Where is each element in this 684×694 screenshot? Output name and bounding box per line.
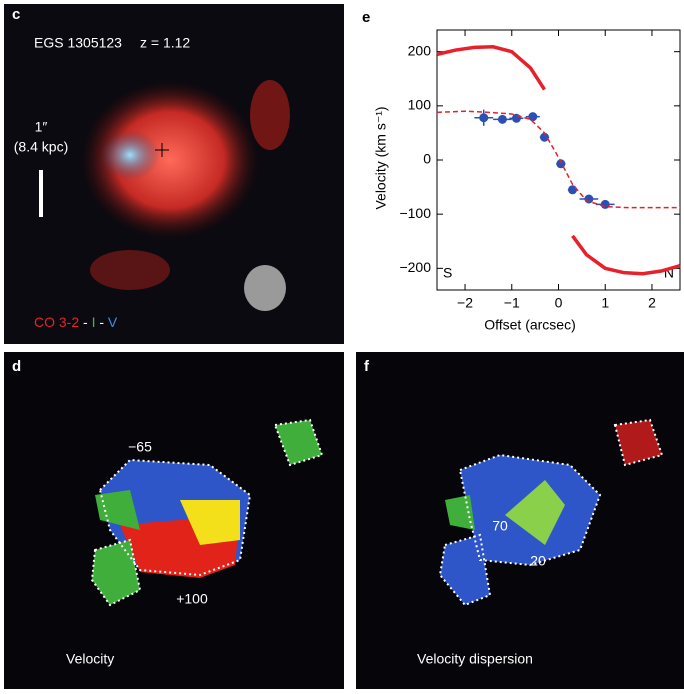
panel-label: Velocity dispersion	[417, 651, 533, 667]
y-tick-label: 0	[423, 151, 431, 167]
panel-letter: e	[362, 9, 370, 26]
x-tick-label: −1	[504, 295, 520, 311]
legend-v: V	[108, 314, 118, 330]
panel-label: Velocity	[66, 651, 114, 667]
panel-letter: c	[12, 6, 20, 23]
data-point	[601, 200, 610, 209]
data-point	[498, 115, 507, 124]
x-axis-label: Offset (arcsec)	[484, 317, 576, 333]
model-curve	[437, 47, 544, 90]
object-name: EGS 1305123	[34, 35, 122, 51]
x-tick-label: 0	[555, 295, 563, 311]
legend-co: CO 3-2	[34, 314, 79, 330]
scale-label: 1″	[35, 119, 48, 135]
x-tick-label: −2	[457, 295, 473, 311]
data-point	[479, 113, 488, 122]
x-tick-label: 1	[601, 295, 609, 311]
data-point	[528, 112, 537, 121]
y-axis-label: Velocity (km s⁻¹)	[373, 106, 389, 209]
annotation: 20	[530, 553, 546, 569]
legend-sep: -	[95, 314, 107, 330]
red-blob	[250, 80, 290, 150]
figure: c EGS 1305123 z = 1.12 1″ (8.4 kpc) CO 3…	[0, 0, 684, 689]
redshift: z = 1.12	[140, 35, 190, 51]
panel-letter: d	[12, 358, 21, 375]
panel-e: e Offset (arcsec) Velocity (km s⁻¹) −2 −1…	[362, 9, 680, 333]
y-tick-label: −100	[399, 205, 431, 221]
scale-kpc: (8.4 kpc)	[14, 139, 68, 155]
panel-d: d −65 +100 Velocity	[4, 352, 344, 689]
annotation: +100	[176, 591, 208, 607]
y-tick-label: 200	[408, 42, 432, 58]
red-blob	[90, 250, 170, 290]
beam	[244, 265, 286, 311]
model-curve	[437, 111, 680, 207]
y-tick-label: 100	[408, 97, 432, 113]
legend: CO 3-2 - I - V	[34, 314, 118, 330]
x-tick-label: 2	[648, 295, 656, 311]
legend-sep: -	[79, 314, 91, 330]
panel-f: f 70 20 Velocity dispersion	[356, 352, 684, 689]
y-tick-label: −200	[399, 259, 431, 275]
blue-knot	[100, 130, 160, 180]
annotation: 70	[492, 518, 508, 534]
data-point	[568, 185, 577, 194]
panel-c: c EGS 1305123 z = 1.12 1″ (8.4 kpc) CO 3…	[4, 4, 344, 344]
annotation: S	[443, 265, 452, 281]
annotation: −65	[128, 439, 152, 455]
